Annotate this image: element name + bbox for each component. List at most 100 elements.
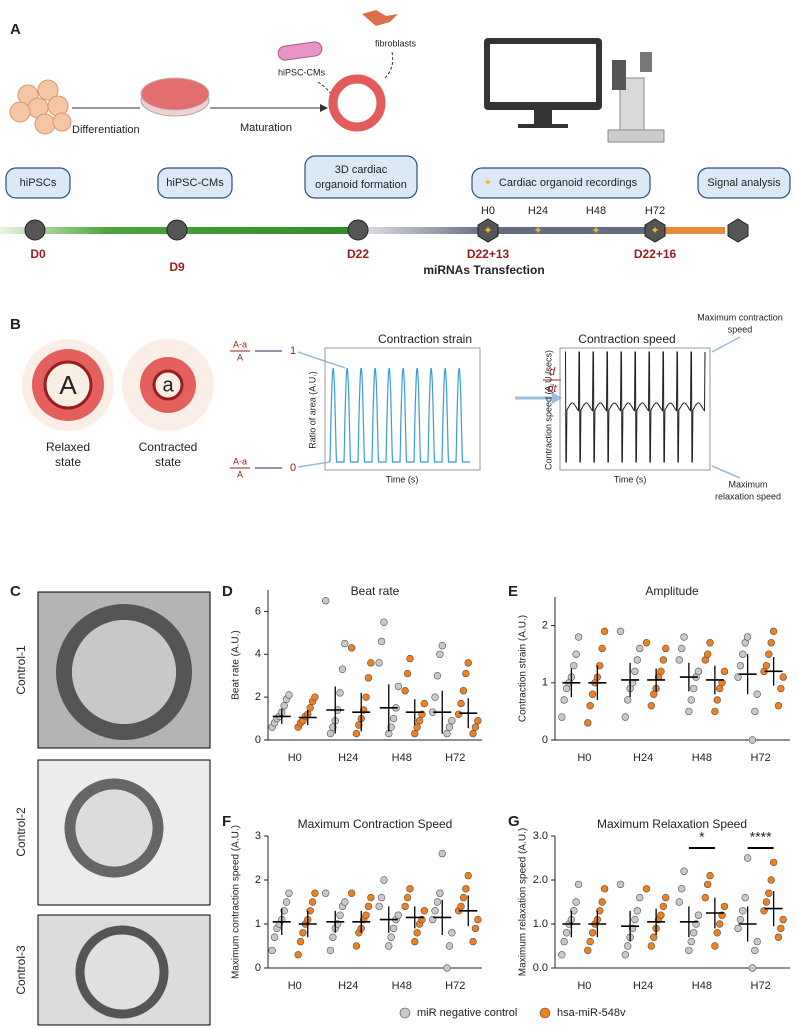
data-point xyxy=(380,876,388,884)
data-point xyxy=(285,691,293,699)
panel-label: C xyxy=(10,583,21,600)
plot-frame xyxy=(559,347,711,471)
data-point xyxy=(694,911,703,919)
data-point xyxy=(420,907,429,915)
organoid xyxy=(328,74,386,132)
data-point xyxy=(433,672,442,680)
pointer xyxy=(711,336,741,353)
data-point xyxy=(471,723,480,731)
stage-label: Cardiac organoid recordings xyxy=(499,177,638,189)
petri-dish xyxy=(140,77,210,117)
fraction: A-a A A-a A xyxy=(230,339,250,479)
data-point xyxy=(734,924,742,933)
data-point xyxy=(296,937,305,946)
data-point xyxy=(636,644,644,653)
stage-label: 3D cardiac xyxy=(335,164,388,176)
panel-label: E xyxy=(508,583,518,600)
data-point xyxy=(600,885,609,893)
data-point xyxy=(560,696,568,704)
data-point xyxy=(588,929,597,937)
stage-label: Signal analysis xyxy=(707,177,781,189)
data-point xyxy=(406,654,414,663)
significance-label: * xyxy=(699,829,705,845)
data-point xyxy=(765,889,773,897)
data-point xyxy=(336,689,344,697)
data-point xyxy=(558,713,566,721)
day-label: D0 xyxy=(30,247,46,261)
x-tick-label: H24 xyxy=(633,752,653,764)
data-point xyxy=(636,893,644,902)
day-label: D22+13 xyxy=(467,247,510,261)
data-point xyxy=(762,898,771,906)
data-point xyxy=(413,723,421,731)
data-point xyxy=(633,907,642,915)
data-point xyxy=(394,682,403,691)
x-tick-label: H0 xyxy=(577,752,591,764)
y-tick-label: 0 xyxy=(542,734,548,746)
y-axis-label: Contraction strain (A.U.) xyxy=(518,615,529,722)
data-point xyxy=(558,951,566,959)
data-point xyxy=(720,902,729,911)
data-point xyxy=(574,880,583,889)
microscope xyxy=(607,52,665,143)
data-point xyxy=(689,684,698,693)
axis-label: Time (s) xyxy=(614,474,647,484)
image-label: Control-1 xyxy=(14,645,28,695)
data-point xyxy=(677,885,686,893)
stage-box xyxy=(304,155,418,199)
x-tick-label: H48 xyxy=(392,980,412,992)
data-point xyxy=(753,937,761,946)
data-point xyxy=(431,693,439,701)
data-point xyxy=(377,893,386,902)
data-point xyxy=(570,907,578,915)
data-point xyxy=(711,942,719,950)
stage-label: hiPSC-CMs xyxy=(166,177,224,189)
data-point xyxy=(687,937,695,946)
y-axis-label: Beat rate (A.U.) xyxy=(231,630,242,699)
cm-cell xyxy=(277,41,323,61)
data-point xyxy=(739,907,747,915)
data-point xyxy=(774,701,783,710)
arrow xyxy=(384,51,394,79)
data-point xyxy=(711,707,719,716)
data-point xyxy=(680,633,688,641)
speed-waveform xyxy=(565,351,706,463)
axis-label: Contraction speed (A.U./secs) xyxy=(543,350,553,470)
level-label: 0 xyxy=(290,462,296,474)
y-tick-label: 1.0 xyxy=(533,918,548,930)
data-point xyxy=(285,889,293,897)
timeline xyxy=(358,227,488,234)
data-point xyxy=(389,924,398,933)
data-point xyxy=(380,618,388,626)
data-point xyxy=(329,933,337,941)
data-point xyxy=(769,858,778,867)
data-point xyxy=(662,644,670,653)
fraction-text: A-a xyxy=(233,339,247,349)
data-point xyxy=(689,929,698,937)
y-tick-label: 3.0 xyxy=(533,830,548,842)
data-point xyxy=(596,661,604,670)
chart-title: Amplitude xyxy=(645,584,699,598)
derivative: dt xyxy=(547,383,557,395)
data-point xyxy=(311,889,319,897)
x-tick-label: H72 xyxy=(445,752,465,764)
stage-box xyxy=(157,167,233,199)
y-tick-label: 3 xyxy=(255,830,261,842)
data-point xyxy=(685,946,693,955)
label: Maturation xyxy=(240,122,292,134)
data-point xyxy=(574,633,583,641)
y-tick-label: 2 xyxy=(255,691,261,703)
data-point xyxy=(457,699,465,708)
data-point xyxy=(736,661,745,670)
data-point xyxy=(642,639,651,647)
x-tick-label: H48 xyxy=(692,980,712,992)
data-point xyxy=(471,924,480,933)
annotation: speed xyxy=(728,324,753,334)
arrow-head xyxy=(552,392,562,404)
legend-swatch xyxy=(539,1007,551,1019)
data-point xyxy=(598,898,606,906)
data-point xyxy=(469,937,477,946)
data-point xyxy=(469,729,477,738)
x-tick-label: H0 xyxy=(577,980,591,992)
state-label: state xyxy=(155,455,181,469)
